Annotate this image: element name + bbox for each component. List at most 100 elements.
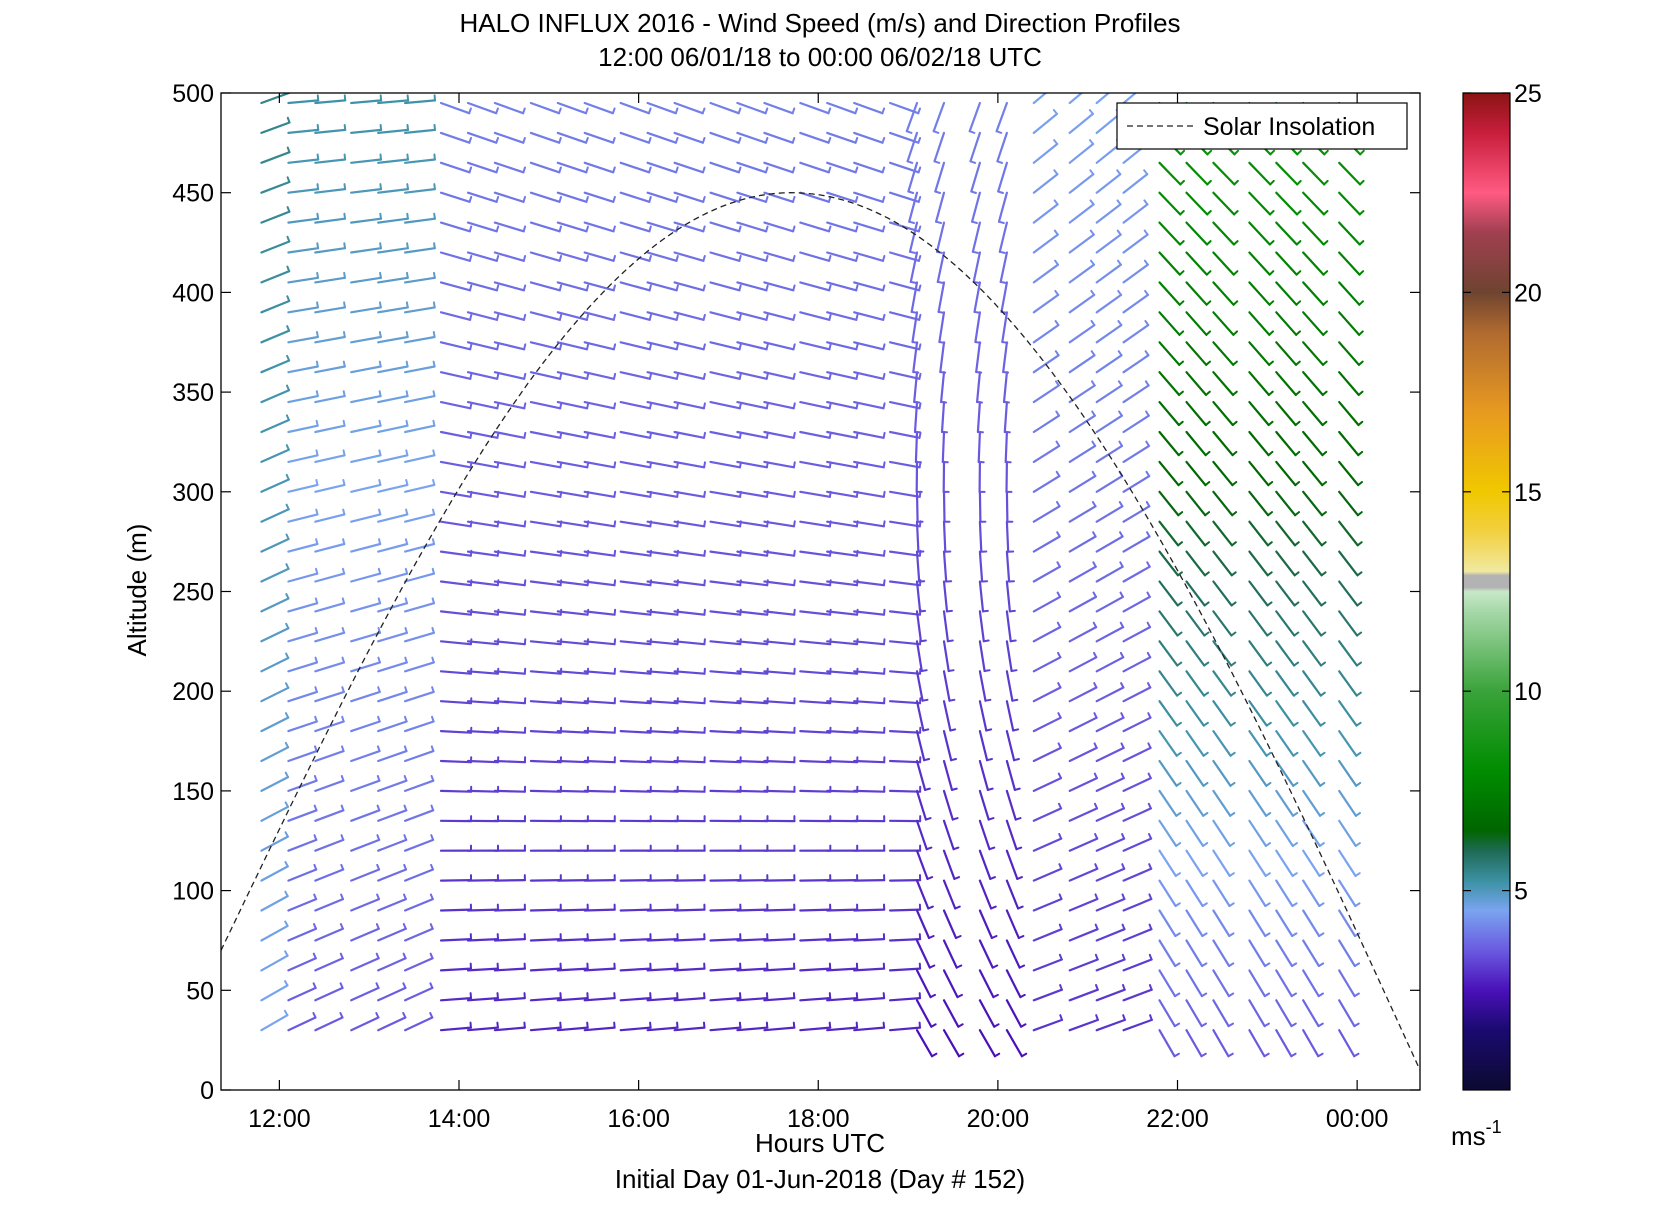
wind-barb-tick — [884, 462, 885, 467]
wind-barb-tick — [884, 551, 885, 556]
wind-barb-shaft — [917, 492, 918, 522]
wind-barb-tick — [740, 374, 741, 379]
wind-barb-tick — [704, 580, 705, 585]
wind-barb-tick — [380, 184, 381, 189]
wind-barb-tick — [919, 374, 920, 379]
wind-barb-shaft — [980, 522, 981, 552]
wind-barb-tick — [1014, 759, 1019, 760]
wind-barb-tick — [379, 569, 380, 574]
wind-barb-tick — [793, 256, 794, 261]
y-tick-label: 500 — [172, 80, 214, 108]
wind-barb-tick — [794, 551, 795, 556]
wind-barb-tick — [434, 273, 435, 278]
wind-barb-shaft — [827, 880, 857, 881]
wind-barb-tick — [343, 510, 344, 515]
wind-barb-shaft — [827, 791, 857, 792]
wind-barb-tick — [941, 402, 946, 403]
wind-barb-tick — [739, 227, 740, 232]
wind-barb-tick — [406, 628, 407, 633]
wind-barb-tick — [344, 362, 345, 367]
wind-barb-tick — [434, 332, 435, 337]
colorbar-unit-exponent: -1 — [1486, 1117, 1502, 1137]
wind-barb-tick — [913, 342, 918, 343]
wind-barb-tick — [677, 403, 678, 408]
colorbar-tick-label: 10 — [1514, 678, 1542, 706]
wind-barb-tick — [910, 252, 915, 253]
wind-barb-shaft — [531, 880, 561, 881]
wind-barb-tick — [936, 222, 941, 223]
wind-barb-tick — [794, 462, 795, 467]
wind-barb-tick — [406, 598, 407, 603]
wind-barb-tick — [614, 344, 615, 349]
x-tick-label: 12:00 — [248, 1105, 311, 1133]
wind-barb-tick — [704, 492, 705, 497]
wind-barb-tick — [767, 403, 768, 408]
wind-barb-shaft — [648, 910, 678, 911]
wind-barb-tick — [560, 227, 561, 232]
wind-barb-shaft — [531, 791, 561, 792]
wind-barb-tick — [650, 374, 651, 379]
wind-barb-tick — [883, 227, 884, 232]
wind-barb-shaft — [531, 910, 561, 911]
wind-barb-tick — [614, 403, 615, 408]
x-tick-label: 20:00 — [967, 1105, 1030, 1133]
wind-barb-shaft — [854, 761, 884, 762]
wind-barb-tick — [704, 344, 705, 349]
wind-barb-tick — [952, 789, 957, 790]
wind-barb-tick — [380, 391, 381, 396]
wind-barb-tick — [939, 312, 944, 313]
wind-barb-shaft — [441, 939, 471, 940]
wind-barb-tick — [794, 639, 795, 644]
wind-barb-tick — [560, 374, 561, 379]
wind-barb-tick — [380, 214, 381, 219]
colorbar-unit-base: ms — [1451, 1121, 1486, 1151]
wind-barb-shaft — [468, 939, 498, 940]
wind-barb-tick — [704, 433, 705, 438]
wind-barb-tick — [524, 433, 525, 438]
wind-barb-tick — [614, 315, 615, 320]
wind-barb-tick — [856, 256, 857, 261]
wind-barb-tick — [470, 374, 471, 379]
wind-barb-shaft — [675, 939, 705, 940]
wind-barb-tick — [704, 403, 705, 408]
wind-barb-tick — [911, 282, 916, 283]
wind-barb-shaft — [495, 791, 525, 792]
wind-barb-tick — [650, 344, 651, 349]
wind-barb-tick — [950, 700, 955, 701]
wind-barb-tick — [922, 670, 927, 671]
wind-barb-tick — [829, 256, 830, 261]
wind-barb-tick — [317, 302, 318, 307]
chart-subtitle: 12:00 06/01/18 to 00:00 06/02/18 UTC — [598, 42, 1042, 72]
wind-barb-tick — [407, 362, 408, 367]
wind-barb-tick — [525, 610, 526, 615]
wind-barb-tick — [434, 243, 435, 248]
wind-barb-tick — [288, 88, 290, 93]
legend-label: Solar Insolation — [1203, 113, 1375, 141]
wind-barb-shaft — [737, 939, 767, 940]
wind-barb-shaft — [916, 432, 917, 462]
wind-barb-shaft — [531, 761, 561, 762]
wind-barb-tick — [525, 492, 526, 497]
wind-barb-shaft — [890, 910, 920, 911]
wind-barb-tick — [317, 450, 318, 455]
wind-barb-tick — [794, 1023, 795, 1028]
wind-barb-shaft — [585, 939, 615, 940]
wind-barb-tick — [615, 639, 616, 644]
wind-barb-tick — [407, 155, 408, 160]
wind-barb-tick — [344, 302, 345, 307]
y-tick-label: 450 — [172, 180, 214, 208]
wind-barb-tick — [766, 286, 767, 291]
wind-barb-shaft — [1007, 522, 1008, 552]
wind-barb-tick — [380, 332, 381, 337]
wind-barb-tick — [560, 256, 561, 261]
wind-barb-tick — [999, 222, 1004, 223]
y-tick-label: 400 — [172, 279, 214, 307]
wind-barb-tick — [883, 374, 884, 379]
wind-barb-tick — [614, 462, 615, 467]
wind-barb-tick — [379, 510, 380, 515]
wind-barb-shaft — [558, 761, 588, 762]
wind-barb-tick — [884, 610, 885, 615]
wind-barb-tick — [560, 286, 561, 291]
wind-barb-tick — [856, 315, 857, 320]
wind-barb-shaft — [495, 939, 525, 940]
